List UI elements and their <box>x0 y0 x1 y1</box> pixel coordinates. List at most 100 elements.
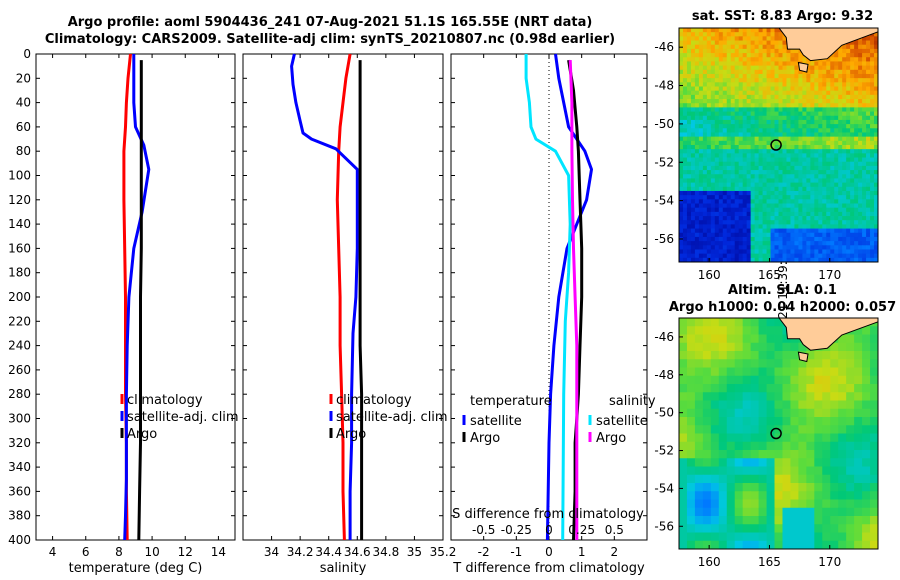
sst-map-cell <box>770 99 775 104</box>
sst-map-cell <box>794 78 799 83</box>
sst-map-cell <box>774 161 779 167</box>
sst-map-cell <box>682 36 688 41</box>
sst-map-cell <box>734 165 740 171</box>
sst-map-cell <box>770 178 775 184</box>
sst-map-cell <box>758 165 763 171</box>
sst-map-cell <box>718 61 724 67</box>
sst-map-cell <box>866 57 871 62</box>
sst-map-cell <box>694 165 700 171</box>
sst-map-cell <box>806 207 811 213</box>
sst-map-cell <box>718 228 724 234</box>
sla-map-cell <box>806 540 815 550</box>
sst-map-cell <box>794 199 799 204</box>
sla-map-cell <box>686 433 696 443</box>
sst-map-cell <box>834 149 839 154</box>
sst-map-cell <box>758 44 763 50</box>
sst-map-cell <box>798 140 803 146</box>
sla-map-cell <box>870 474 879 484</box>
sst-map-cell <box>834 190 839 196</box>
sst-map-cell <box>726 78 732 83</box>
sst-map-cell <box>854 182 859 188</box>
sst-map-cell <box>874 69 879 75</box>
sst-map-cell <box>762 145 767 150</box>
sst-map-cell <box>786 228 791 234</box>
sst-map-cell <box>854 157 859 163</box>
sst-map-cell <box>722 178 728 184</box>
sst-map-cell <box>679 78 684 83</box>
sst-map-cell <box>730 182 736 188</box>
sst-map-cell <box>694 132 700 138</box>
sst-map-cell <box>862 157 867 163</box>
sst-map-cell <box>874 228 879 234</box>
sla-map-cell <box>679 433 688 443</box>
sst-map-cell <box>770 61 775 67</box>
sst-map-cell <box>858 124 863 129</box>
sst-map-cell <box>842 203 847 209</box>
sst-map-field <box>679 28 879 263</box>
sst-map-cell <box>710 140 716 146</box>
sla-map-cell <box>750 318 759 327</box>
sst-map-cell <box>874 57 879 62</box>
sst-map-cell <box>874 128 879 133</box>
sst-map-cell <box>682 211 688 217</box>
sst-map-cell <box>826 136 831 142</box>
sst-map-cell <box>786 124 791 129</box>
sst-map-cell <box>838 241 843 246</box>
sst-map-cell <box>714 178 720 184</box>
sla-map-cell <box>679 375 688 385</box>
sla-map-cell <box>734 483 744 492</box>
sst-map-cell <box>679 48 684 54</box>
sst-map-cell <box>794 190 799 196</box>
sla-map-cell <box>846 499 855 509</box>
sla-map-cell <box>710 351 720 360</box>
sla-map-cell <box>726 441 736 451</box>
sla-map-cell <box>798 466 807 476</box>
sst-map-cell <box>806 253 811 259</box>
sst-map-cell <box>774 61 779 67</box>
sst-map-cell <box>730 107 736 112</box>
sst-map-cell <box>838 124 843 129</box>
sst-map-cell <box>679 199 684 204</box>
sst-map-cell <box>698 107 704 112</box>
sla-map-cell <box>758 450 767 459</box>
sst-map-cell <box>694 69 700 75</box>
sst-map-cell <box>750 182 756 188</box>
sst-map-cell <box>782 94 787 100</box>
sla-map-cell <box>782 408 791 418</box>
sst-map-cell <box>762 78 767 83</box>
sst-map-cell <box>694 136 700 142</box>
sst-map-cell <box>842 178 847 184</box>
sla-map-cell <box>838 516 847 525</box>
sst-map-cell <box>706 182 712 188</box>
sst-map-cell <box>766 178 771 184</box>
sst-map-cell <box>750 220 756 225</box>
sst-map-cell <box>838 186 843 192</box>
sst-map-cell <box>838 94 843 100</box>
sst-map-cell <box>782 207 787 213</box>
sst-map-cell <box>710 203 716 209</box>
sst-map-cell <box>858 115 863 121</box>
sst-map-cell <box>802 195 807 200</box>
sst-map-cell <box>722 199 728 204</box>
sst-map-cell <box>850 249 855 255</box>
sst-map-cell <box>766 253 771 259</box>
sst-map-cell <box>730 157 736 163</box>
sst-map-cell <box>850 232 855 238</box>
sst-map-cell <box>786 149 791 154</box>
sla-map-cell <box>679 499 688 509</box>
sst-map-cell <box>682 190 688 196</box>
sst-map-cell <box>754 69 759 75</box>
sst-map-cell <box>842 149 847 154</box>
sst-map-cell <box>826 170 831 175</box>
sla-map-cell <box>862 392 871 401</box>
sla-map-cell <box>766 540 775 550</box>
sst-map-cell <box>706 199 712 204</box>
sla-map-cell <box>790 483 799 492</box>
sla-map-cell <box>846 474 855 484</box>
sst-map-cell <box>798 241 803 246</box>
sla-map-cell <box>718 540 728 550</box>
sla-map-cell <box>734 450 744 459</box>
sst-map-cell <box>714 249 720 255</box>
sst-map-cell <box>726 199 732 204</box>
sst-map-cell <box>858 128 863 133</box>
